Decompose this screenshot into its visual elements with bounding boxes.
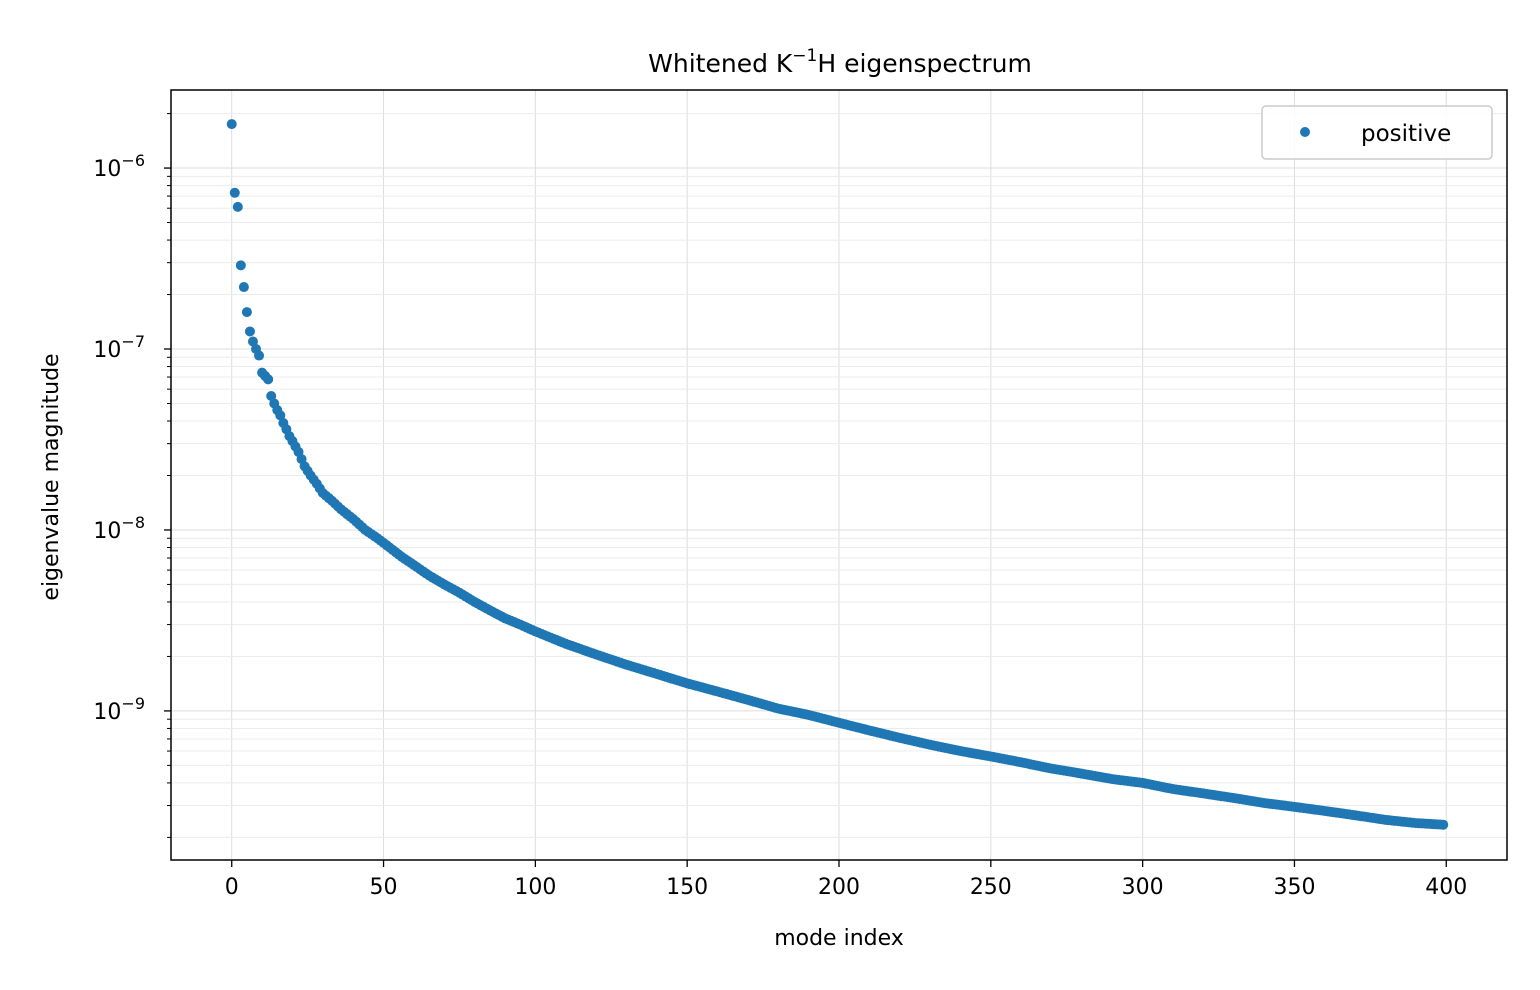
- y-tick-base: 10: [93, 519, 121, 544]
- y-tick-base: 10: [93, 700, 121, 725]
- y-axis-label: eigenvalue magnitude: [39, 353, 64, 600]
- data-point: [226, 119, 237, 130]
- data-point: [244, 326, 255, 337]
- chart-title: Whitened K−1H eigenspectrum: [648, 46, 1032, 78]
- y-tick-exponent: −9: [121, 694, 145, 713]
- y-tick-label: 10−7: [93, 332, 145, 363]
- data-point: [1438, 819, 1449, 830]
- data-point: [275, 410, 286, 421]
- x-tick-label: 0: [225, 875, 239, 900]
- data-point: [241, 307, 252, 318]
- data-point: [229, 187, 240, 198]
- x-tick-label: 350: [1273, 875, 1315, 900]
- y-tick-label: 10−6: [93, 151, 145, 182]
- x-axis-label: mode index: [774, 926, 904, 951]
- x-tick-label: 200: [818, 875, 860, 900]
- legend-label: positive: [1361, 121, 1451, 147]
- x-tick-label: 50: [370, 875, 398, 900]
- title-superscript: −1: [792, 46, 817, 66]
- y-tick-exponent: −7: [121, 332, 145, 351]
- y-tick-label: 10−8: [93, 513, 145, 544]
- data-point: [263, 374, 274, 385]
- x-tick-label: 400: [1425, 875, 1467, 900]
- y-tick-base: 10: [93, 157, 121, 182]
- data-point: [232, 201, 243, 212]
- data-point: [238, 282, 249, 293]
- x-tick-label: 300: [1122, 875, 1164, 900]
- legend-marker: [1300, 127, 1310, 137]
- legend-box: [1261, 105, 1493, 160]
- data-point: [247, 336, 258, 347]
- data-points: [226, 119, 1449, 830]
- x-tick-label: 250: [970, 875, 1012, 900]
- data-point: [235, 260, 246, 271]
- data-point: [254, 350, 265, 361]
- y-tick-label: 10−9: [93, 694, 145, 725]
- y-tick-exponent: −8: [121, 513, 145, 532]
- x-tick-label: 150: [666, 875, 708, 900]
- title-rest: H eigenspectrum: [817, 49, 1031, 78]
- plot-frame: [170, 89, 1508, 861]
- title-main: Whitened K: [648, 49, 793, 78]
- y-tick-exponent: −6: [121, 151, 145, 170]
- x-tick-label: 100: [514, 875, 556, 900]
- data-point: [266, 390, 277, 401]
- legend: positive: [1261, 105, 1493, 160]
- y-tick-base: 10: [93, 338, 121, 363]
